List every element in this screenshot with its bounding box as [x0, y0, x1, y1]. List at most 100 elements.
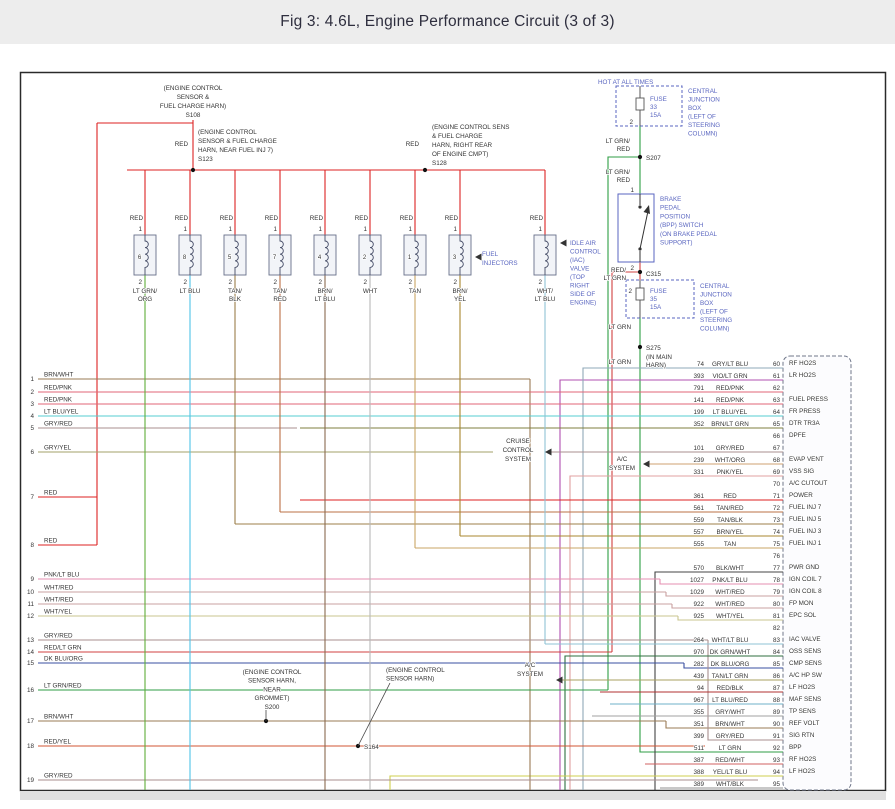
pcm-pin-number: 90 — [773, 721, 781, 728]
wire-color-label: TAN/RED — [716, 505, 744, 512]
circuit-number: 1029 — [690, 589, 705, 596]
pcm-pin-number: 72 — [773, 505, 781, 512]
pcm-device-label: FUEL INJ 1 — [789, 540, 822, 547]
central-junction-box-label: COLUMN) — [688, 131, 717, 138]
injector-number: 2 — [363, 255, 367, 261]
fuse-33-label: 33 — [650, 104, 658, 111]
wire-color-label: RED — [617, 146, 631, 153]
direction-arrow-icon — [556, 676, 563, 684]
wire-color-label: DK BLU/ORG — [711, 661, 750, 668]
bottom-scroll-band[interactable] — [20, 791, 886, 800]
pcm-device-label: A/C HP SW — [789, 672, 822, 679]
circuit-number: 141 — [693, 397, 704, 404]
left-pin-number: 10 — [27, 589, 35, 596]
pcm-device-label: EVAP VENT — [789, 456, 824, 463]
wire-color-label: RED/BLK — [717, 685, 745, 692]
wire-color-label: GRY/RED — [44, 633, 73, 640]
circuit-number: 570 — [693, 565, 704, 572]
wire — [569, 475, 783, 790]
splice-s207 — [637, 154, 643, 160]
pcm-connector-box — [782, 355, 852, 791]
fuel-injectors-label: INJECTORS — [482, 260, 518, 267]
pcm-device-label: OSS SENS — [789, 648, 821, 655]
wire-color-label: LT GRN/ — [133, 288, 158, 295]
pcm-pin-number: 89 — [773, 709, 781, 716]
wire-color-label: BRN/LT GRN — [711, 421, 749, 428]
iac-valve-label: (IAC) — [570, 257, 585, 264]
bpp-switch-label: (BPP) SWITCH — [660, 222, 704, 229]
pcm-pin-number: 61 — [773, 373, 781, 380]
hot-at-all-times-label: HOT AT ALL TIMES — [598, 79, 653, 86]
pcm-device-label: FUEL INJ 7 — [789, 504, 822, 511]
pin-number: 1 — [630, 187, 634, 194]
left-pin-number: 18 — [27, 743, 35, 750]
fuel-injector-coil — [324, 235, 329, 275]
wire-color-label: LT BLU — [180, 288, 201, 295]
fuse-33-label: 15A — [650, 112, 662, 119]
pcm-device-label: CMP SENS — [789, 660, 822, 667]
left-pin-number: 2 — [30, 389, 34, 396]
wire — [654, 571, 783, 790]
wire-color-label: RED — [44, 490, 58, 497]
pcm-device-label: IGN COIL 8 — [789, 588, 822, 595]
central-junction-box-label: (LEFT OF — [688, 114, 716, 121]
harness-label-s164: (ENGINE CONTROL — [386, 667, 445, 674]
left-pin-number: 9 — [30, 576, 34, 583]
wire — [639, 318, 783, 753]
wire — [665, 721, 783, 729]
circuit-number: 388 — [693, 769, 704, 776]
wire — [707, 640, 783, 741]
left-pin-number: 17 — [27, 718, 35, 725]
cruise-control-system-label: SYSTEM — [505, 456, 531, 463]
wire — [389, 775, 783, 790]
pin-number: 1 — [318, 226, 322, 233]
pin-number: 2 — [453, 279, 457, 286]
wire-color-label: BRN/WHT — [715, 721, 745, 728]
switch-arrow-icon — [643, 205, 650, 214]
direction-arrow-icon — [643, 460, 650, 468]
in-main-harn-label: (IN MAIN — [646, 354, 672, 361]
wire-color-label: WHT/RED — [715, 589, 745, 596]
central-junction-box-label: CENTRAL — [688, 88, 718, 95]
pin-number: 2 — [408, 279, 412, 286]
left-pin-number: 11 — [27, 601, 34, 608]
wire — [559, 379, 783, 790]
wire-color-label: YEL/LT BLU — [713, 769, 748, 776]
wire-color-label: DK BLU/ORG — [44, 656, 83, 663]
wire-color-label: LT GRN — [608, 359, 631, 366]
ac-system-label: A/C — [617, 456, 628, 463]
wire-color-label: GRY/RED — [716, 733, 745, 740]
injector-number: 8 — [183, 255, 187, 261]
wire-color-label: BRN/ — [452, 288, 467, 295]
bpp-switch-label: BRAKE — [660, 196, 681, 203]
pcm-device-label: DTR TR3A — [789, 420, 820, 427]
pcm-pin-number: 82 — [773, 625, 781, 632]
pin-number: 1 — [363, 226, 367, 233]
direction-arrow-icon — [560, 239, 567, 247]
pcm-pin-number: 86 — [773, 673, 781, 680]
central-junction-box-label: BOX — [700, 300, 714, 307]
wire-color-label: WHT/RED — [44, 597, 74, 604]
pcm-device-label: IGN COIL 7 — [789, 576, 822, 583]
iac-valve-label: (TOP — [570, 274, 585, 281]
wire-color-label: WHT — [363, 288, 377, 295]
fuse-35-symbol — [635, 287, 645, 301]
pcm-device-label: LR HO2S — [789, 372, 816, 379]
wire-color-label: RED/YEL — [44, 739, 71, 746]
wire-color-label: TAN/BLK — [717, 517, 744, 524]
pcm-device-label: FUEL INJ 3 — [789, 528, 822, 535]
pcm-pin-number: 93 — [773, 757, 781, 764]
wire-color-label: RED — [723, 493, 737, 500]
pin-number: 1 — [538, 226, 542, 233]
circuit-number: 74 — [697, 361, 705, 368]
pcm-pin-number: 83 — [773, 637, 781, 644]
wire-color-label: PNK/LT BLU — [712, 577, 748, 584]
wire-color-label: RED — [44, 538, 58, 545]
pcm-device-label: DPFE — [789, 432, 806, 439]
harness-label-s123: SENSOR & FUEL CHARGE — [198, 138, 277, 145]
wire-color-label: DK GRN/WHT — [710, 649, 751, 656]
pin-number: 1 — [228, 226, 232, 233]
wire-color-label: WHT/ORG — [715, 457, 746, 464]
wire-color-label: YEL — [454, 296, 466, 303]
splice-s123 — [190, 167, 196, 173]
